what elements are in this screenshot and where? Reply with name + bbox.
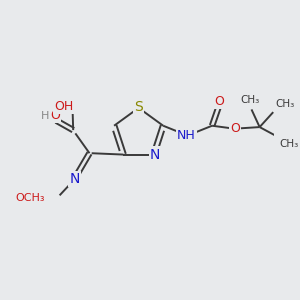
Text: S: S — [134, 100, 143, 113]
Text: OCH₃: OCH₃ — [15, 193, 45, 203]
Text: CH₃: CH₃ — [275, 99, 295, 109]
Text: H: H — [40, 111, 49, 121]
Text: O: O — [50, 109, 60, 122]
Text: CH₃: CH₃ — [280, 139, 299, 149]
Text: O: O — [214, 95, 224, 108]
Text: N: N — [69, 172, 80, 186]
Text: CH₃: CH₃ — [241, 95, 260, 105]
Text: OH: OH — [54, 100, 73, 113]
Text: O: O — [230, 122, 240, 135]
Text: NH: NH — [177, 129, 196, 142]
Text: N: N — [150, 148, 160, 162]
